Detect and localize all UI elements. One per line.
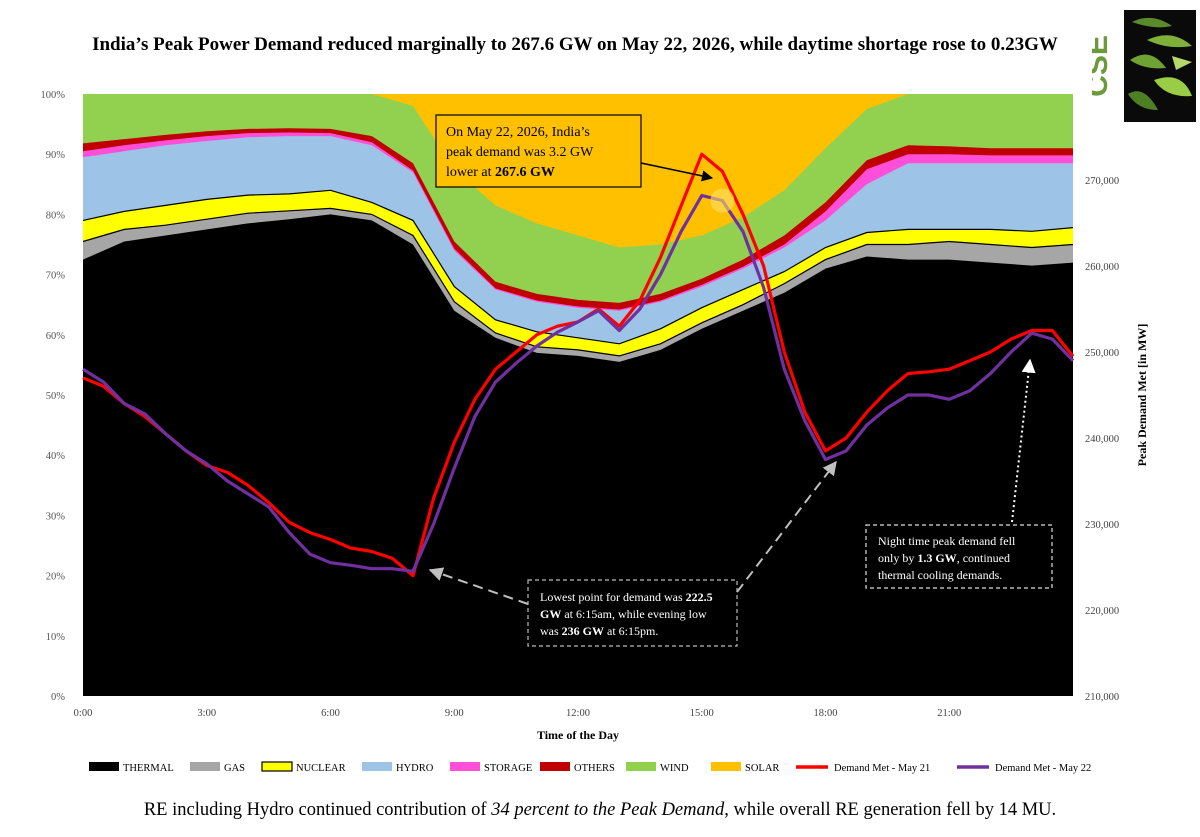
annotation-segment: , continued xyxy=(957,551,1010,565)
arrow-evening-low xyxy=(736,460,837,593)
demand-lines xyxy=(82,152,1075,578)
legend-label: GAS xyxy=(224,763,245,774)
arrow-peak xyxy=(640,162,714,182)
arrow-lowest xyxy=(428,567,529,605)
y-left-tick: 20% xyxy=(46,572,66,583)
annotation-segment: Lowest point for demand was xyxy=(540,590,686,604)
annotation-line: Lowest point for demand was 222.5 xyxy=(540,590,713,604)
annotation-line: GW at 6:15am, while evening low xyxy=(540,607,707,621)
footer-part1: RE including Hydro continued contributio… xyxy=(143,800,492,820)
annotation-segment: at 6:15am, while evening low xyxy=(561,607,707,621)
legend-label: NUCLEAR xyxy=(296,763,346,774)
annotation-segment: 267.6 GW xyxy=(495,165,555,180)
area-thermal xyxy=(83,214,1073,696)
annotation-segment: On May 22, 2026, India’s xyxy=(446,125,590,140)
annotation-segment: was xyxy=(540,624,562,638)
legend-label: SOLAR xyxy=(745,763,779,774)
x-tick: 12:00 xyxy=(566,708,590,719)
legend-swatch xyxy=(362,762,392,771)
arrow-night-peak xyxy=(1011,358,1036,523)
line-demand-may-22 xyxy=(82,193,1075,573)
annotation-segment: lower at xyxy=(446,165,495,180)
y-left-tick: 0% xyxy=(51,692,65,703)
x-tick: 9:00 xyxy=(445,708,464,719)
y-right-label: Peak Demand Met [in MW] xyxy=(1135,324,1149,467)
legend-swatch xyxy=(89,762,119,771)
y-right-tick: 210,000 xyxy=(1085,692,1119,703)
x-tick: 6:00 xyxy=(321,708,340,719)
y-right-tick: 240,000 xyxy=(1085,434,1119,445)
x-tick: 0:00 xyxy=(74,708,93,719)
legend-swatch xyxy=(190,762,220,771)
y-left-tick: 80% xyxy=(46,210,66,221)
y-left-tick: 70% xyxy=(46,271,66,282)
legend-label: HYDRO xyxy=(396,763,434,774)
legend: THERMAL GAS NUCLEAR HYDRO STORAGE OTHERS WIND S… xyxy=(89,761,1091,774)
y-right-tick: 230,000 xyxy=(1085,520,1119,531)
legend-label: THERMAL xyxy=(123,763,174,774)
nuclear-outline-bottom xyxy=(82,207,1074,357)
peak-highlight xyxy=(710,188,735,213)
annotation-box xyxy=(865,524,1053,589)
footer-note: RE including Hydro continued contributio… xyxy=(0,800,1200,821)
chart-title: India’s Peak Power Demand reduced margin… xyxy=(92,34,1058,55)
annotation-segment: GW xyxy=(540,607,561,621)
annotation-segment: only by xyxy=(878,551,917,565)
x-tick: 15:00 xyxy=(690,708,714,719)
y-left-tick: 40% xyxy=(46,451,66,462)
annotation-segment: peak demand was 3.2 GW xyxy=(446,145,594,160)
legend-label: Demand Met - May 22 xyxy=(995,763,1091,774)
annotation-line: Night time peak demand fell xyxy=(878,534,1016,548)
footer-italic: 34 percent to the Peak Demand xyxy=(491,800,725,820)
legend-swatch xyxy=(261,761,293,772)
legend-label: STORAGE xyxy=(484,763,532,774)
legend-swatch xyxy=(626,762,656,771)
legend-swatch xyxy=(711,762,741,771)
cse-logo: CSE xyxy=(1092,10,1196,122)
legend-swatch xyxy=(540,762,570,771)
annotation-segment: at 6:15pm. xyxy=(604,624,658,638)
x-tick: 18:00 xyxy=(814,708,838,719)
annotations: On May 22, 2026, India’s peak demand was … xyxy=(428,114,1053,647)
annotation-line: only by 1.3 GW, continued xyxy=(878,551,1010,565)
annotation-line: was 236 GW at 6:15pm. xyxy=(540,624,658,638)
annotation-line: thermal cooling demands. xyxy=(878,568,1002,582)
y-left-tick: 10% xyxy=(46,632,66,643)
legend-label: Demand Met - May 21 xyxy=(834,763,930,774)
annotation-line: peak demand was 3.2 GW xyxy=(446,145,594,160)
y-left-tick: 90% xyxy=(46,150,66,161)
y-left-tick: 60% xyxy=(46,331,66,342)
annotation-segment: 222.5 xyxy=(686,590,713,604)
y-right-tick: 260,000 xyxy=(1085,262,1119,273)
x-axis-label: Time of the Day xyxy=(537,728,619,742)
footer-part2: , while overall RE generation fell by 14… xyxy=(724,800,1057,820)
y-left-tick: 50% xyxy=(46,391,66,402)
annotation-segment: Night time peak demand fell xyxy=(878,534,1016,548)
annotation-segment: 236 GW xyxy=(562,624,604,638)
x-tick: 3:00 xyxy=(197,708,216,719)
annotation-box xyxy=(435,114,642,188)
annotation-segment: thermal cooling demands. xyxy=(878,568,1002,582)
annotation-box xyxy=(527,579,738,647)
annotation-line: On May 22, 2026, India’s xyxy=(446,125,590,140)
nuclear-outline-top xyxy=(82,189,1074,345)
annotation-line: lower at 267.6 GW xyxy=(446,165,555,180)
annotation-segment: 1.3 GW xyxy=(917,551,956,565)
y-left-tick: 30% xyxy=(46,511,66,522)
legend-label: WIND xyxy=(660,763,689,774)
stacked-areas xyxy=(82,94,1074,697)
x-tick: 21:00 xyxy=(937,708,961,719)
axes: 0% 10% 20% 30% 40% 50% 60% 70% 80% 90% 100% 210,000… xyxy=(41,90,1150,742)
y-right-tick: 220,000 xyxy=(1085,606,1119,617)
legend-swatch xyxy=(450,762,480,771)
legend-label: OTHERS xyxy=(574,763,615,774)
y-left-tick: 100% xyxy=(41,90,66,101)
y-right-tick: 270,000 xyxy=(1085,176,1119,187)
logo-text: CSE xyxy=(1092,35,1114,97)
y-right-tick: 250,000 xyxy=(1085,348,1119,359)
